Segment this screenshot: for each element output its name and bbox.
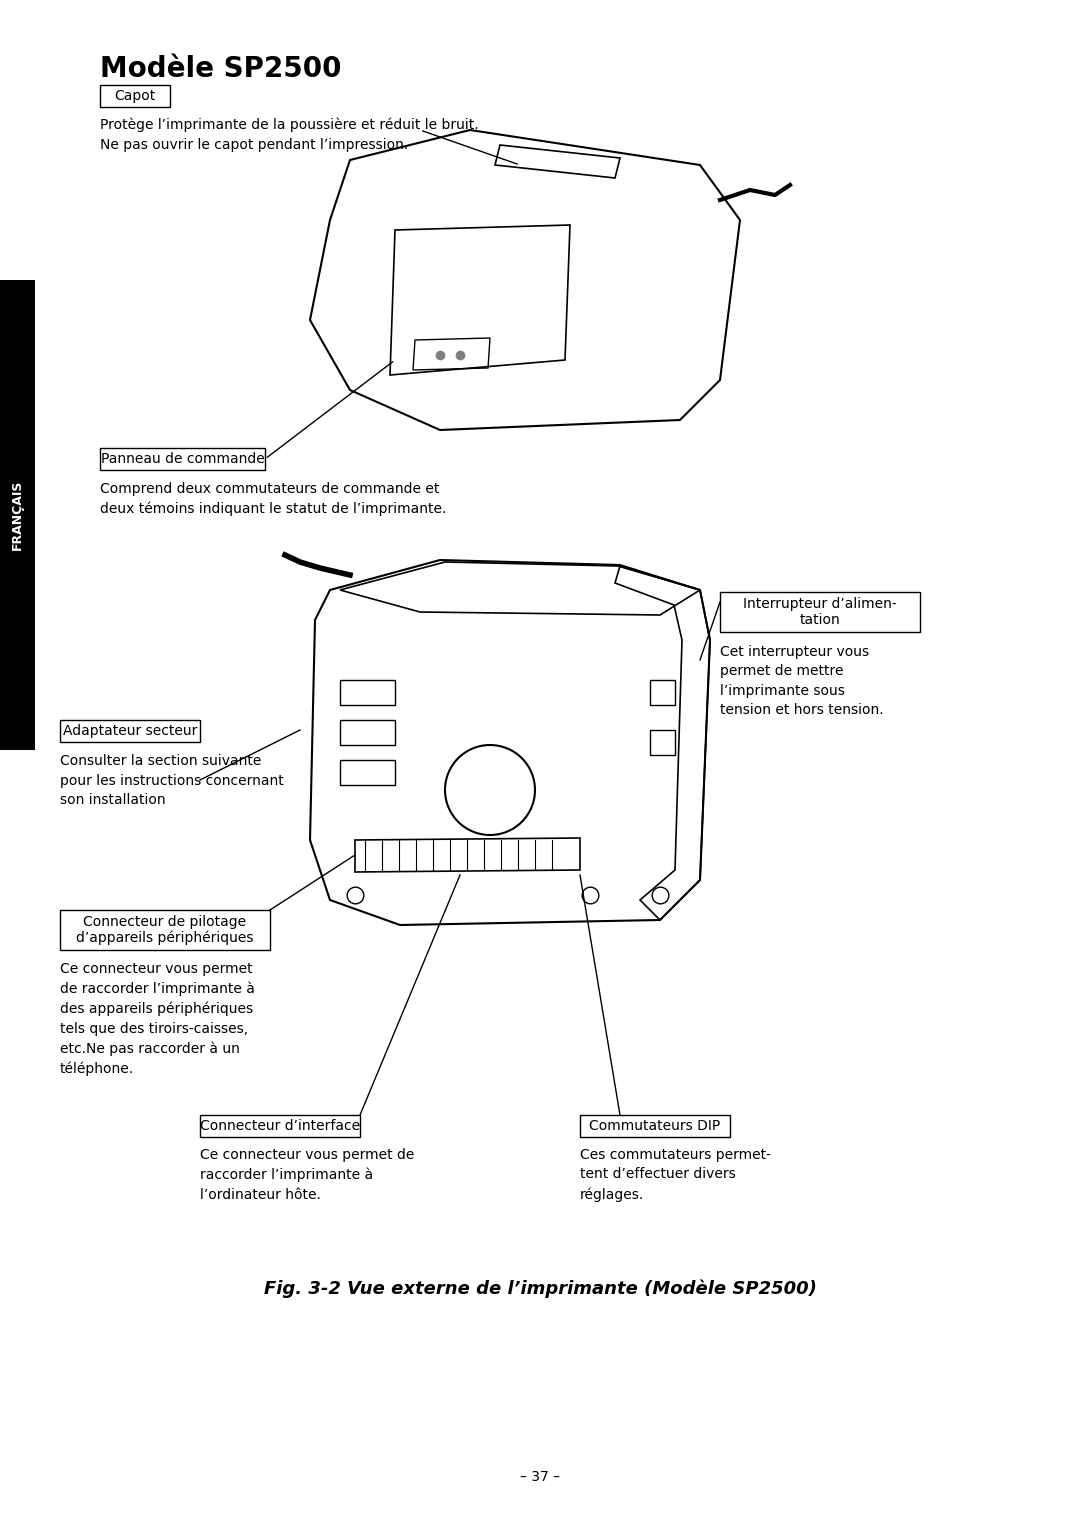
Text: Cet interrupteur vous
permet de mettre
l’imprimante sous
tension et hors tension: Cet interrupteur vous permet de mettre l… — [720, 645, 883, 717]
Text: Connecteur d’interface: Connecteur d’interface — [200, 1119, 360, 1133]
Text: Interrupteur d’alimen-
tation: Interrupteur d’alimen- tation — [743, 596, 896, 627]
Text: – 37 –: – 37 – — [519, 1469, 561, 1485]
Bar — [0, 280, 35, 751]
Text: Capot: Capot — [114, 89, 156, 102]
Bar — [650, 680, 675, 705]
Text: Panneau de commande: Panneau de commande — [100, 453, 265, 466]
Bar — [720, 592, 920, 631]
Text: Protège l’imprimante de la poussière et réduit le bruit.
Ne pas ouvrir le capot : Protège l’imprimante de la poussière et … — [100, 118, 478, 151]
Text: Comprend deux commutateurs de commande et
deux témoins indiquant le statut de l’: Comprend deux commutateurs de commande e… — [100, 482, 446, 517]
Text: Ces commutateurs permet-
tent d’effectuer divers
réglages.: Ces commutateurs permet- tent d’effectue… — [580, 1148, 771, 1202]
Bar — [340, 720, 395, 745]
Bar — [60, 910, 270, 950]
Bar — [340, 760, 395, 784]
Text: Adaptateur secteur: Adaptateur secteur — [63, 725, 198, 739]
Bar — [200, 1115, 360, 1138]
Bar — [650, 729, 675, 755]
Bar — [580, 1115, 730, 1138]
Text: Ce connecteur vous permet
de raccorder l’imprimante à
des appareils périphérique: Ce connecteur vous permet de raccorder l… — [60, 962, 255, 1076]
Text: Connecteur de pilotage
d’appareils périphériques: Connecteur de pilotage d’appareils périp… — [77, 914, 254, 945]
Bar — [340, 680, 395, 705]
Text: Fig. 3-2 Vue externe de l’imprimante (Modèle SP2500): Fig. 3-2 Vue externe de l’imprimante (Mo… — [264, 1280, 816, 1298]
Text: Modèle SP2500: Modèle SP2500 — [100, 55, 341, 83]
Text: Consulter la section suivante
pour les instructions concernant
son installation: Consulter la section suivante pour les i… — [60, 754, 284, 807]
Bar — [60, 720, 200, 742]
Bar — [100, 448, 265, 469]
Text: FRANÇAIS: FRANÇAIS — [11, 480, 24, 550]
Bar — [100, 86, 170, 107]
Text: Commutateurs DIP: Commutateurs DIP — [590, 1119, 720, 1133]
Text: Ce connecteur vous permet de
raccorder l’imprimante à
l’ordinateur hôte.: Ce connecteur vous permet de raccorder l… — [200, 1148, 415, 1202]
